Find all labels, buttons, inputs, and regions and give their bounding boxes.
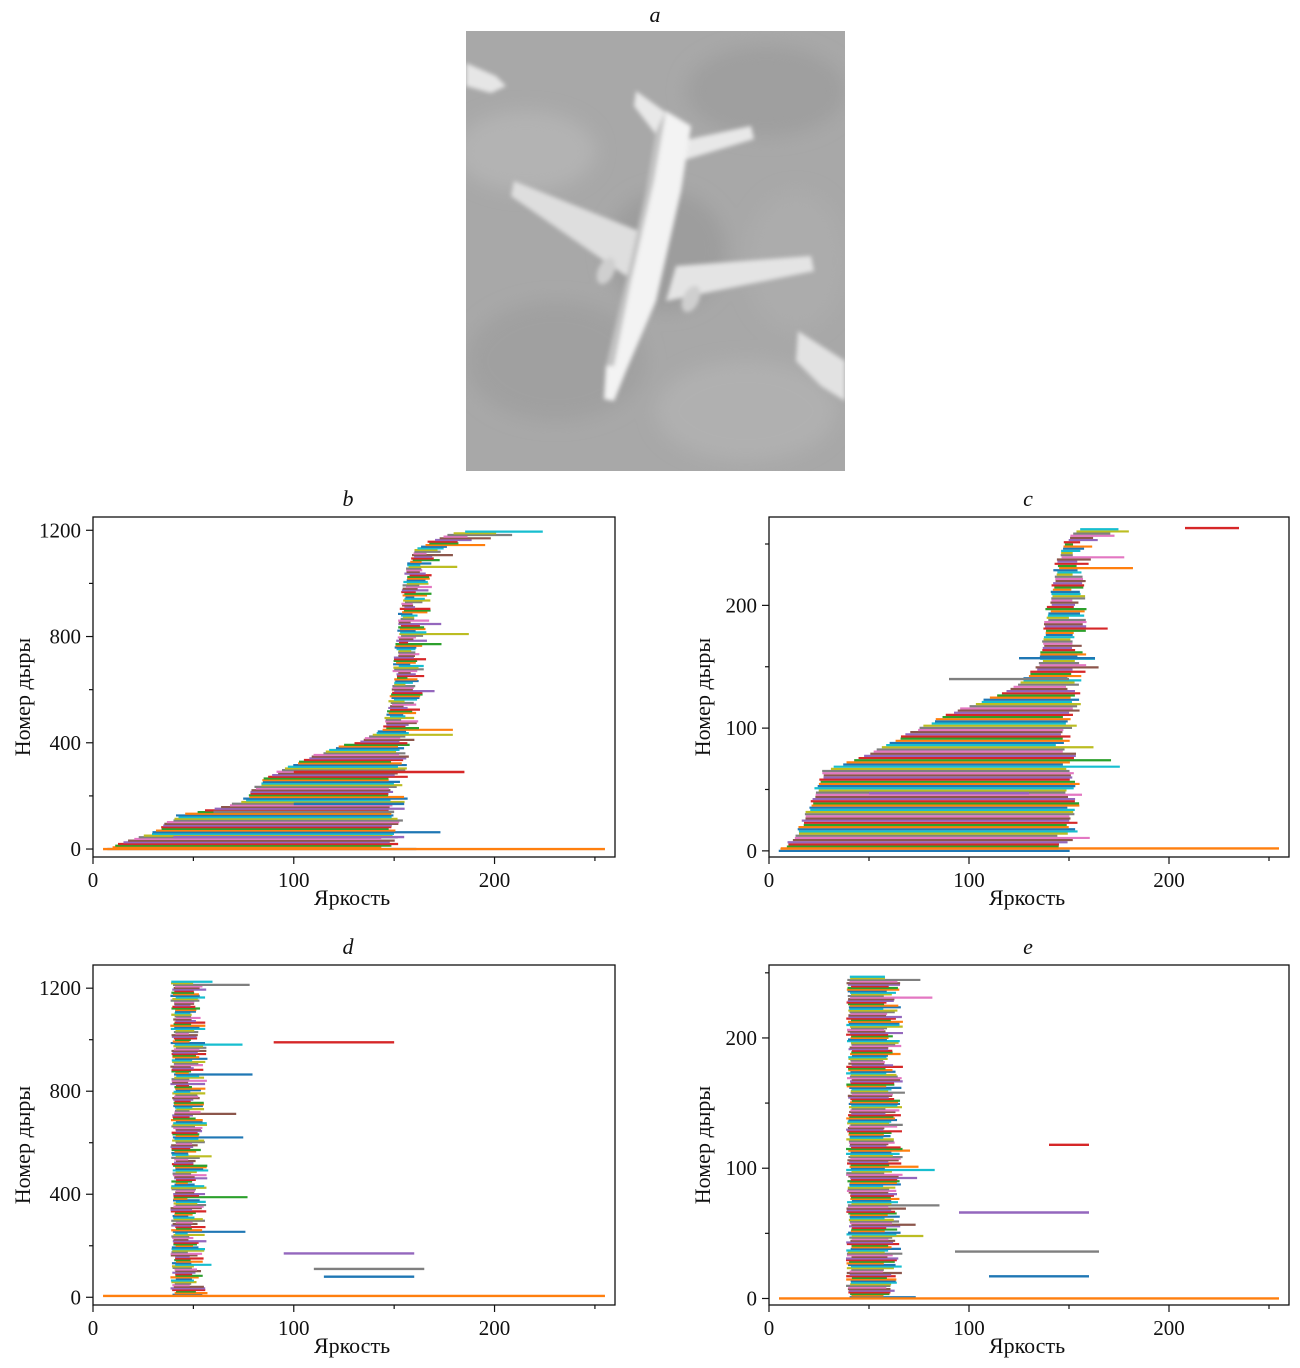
airplane-icon bbox=[466, 63, 845, 401]
chart-e: 0 100 200 0 100 200 Яркость Номер дыры bbox=[690, 964, 1290, 1358]
x-tick-label: 0 bbox=[764, 1316, 775, 1340]
x-tick-label: 200 bbox=[479, 1316, 511, 1340]
y-axis-label-e: Номер дыры bbox=[690, 1086, 715, 1205]
y-tick-label: 800 bbox=[50, 625, 82, 649]
y-tick-label: 100 bbox=[726, 716, 758, 740]
y-tick-label: 400 bbox=[50, 1182, 82, 1206]
y-tick-label: 0 bbox=[747, 839, 758, 863]
x-tick-label: 0 bbox=[88, 1316, 99, 1340]
panel-label-c: c bbox=[1023, 486, 1033, 511]
airplane-aerial-photo bbox=[466, 31, 845, 471]
x-tick-label: 200 bbox=[1153, 868, 1185, 892]
y-tick-label: 200 bbox=[726, 1026, 758, 1050]
x-axis-label-e: Яркость bbox=[989, 1333, 1065, 1358]
y-axis-label-b: Номер дыры bbox=[10, 638, 35, 757]
x-axis-label-d: Яркость bbox=[314, 1333, 390, 1358]
y-tick-label: 800 bbox=[50, 1079, 82, 1103]
y-axis-label-d: Номер дыры bbox=[10, 1086, 35, 1205]
panel-label-d: d bbox=[342, 934, 354, 959]
plot-area-b: 0 100 200 0 400 800 1200 Яркость Номер дыры bbox=[10, 516, 616, 910]
chart-d: 0 100 200 0 400 800 1200 Яркость Номер дыры bbox=[10, 964, 616, 1358]
y-tick-label: 1200 bbox=[39, 518, 81, 542]
bars-e bbox=[779, 975, 1279, 1300]
y-tick-label: 400 bbox=[50, 731, 82, 755]
bars-d bbox=[103, 980, 605, 1298]
plot-frame-e bbox=[768, 964, 1290, 1306]
plot-frame-c bbox=[768, 516, 1290, 858]
x-tick-label: 0 bbox=[764, 868, 775, 892]
y-tick-label: 1200 bbox=[39, 976, 81, 1000]
x-tick-label: 0 bbox=[88, 868, 99, 892]
plot-area-c: 0 100 200 0 100 200 Яркость Номер дыры bbox=[690, 516, 1290, 910]
y-tick-label: 0 bbox=[747, 1286, 758, 1310]
panel-label-a: a bbox=[649, 2, 661, 27]
chart-c: 0 100 200 0 100 200 Яркость Номер дыры bbox=[690, 516, 1290, 910]
plot-frame-b bbox=[92, 516, 616, 858]
y-tick-label: 0 bbox=[71, 1285, 82, 1309]
y-tick-label: 100 bbox=[726, 1156, 758, 1180]
y-tick-label: 0 bbox=[71, 837, 82, 861]
panel-label-e: e bbox=[1023, 934, 1033, 959]
plot-area-e: 0 100 200 0 100 200 Яркость Номер дыры bbox=[690, 964, 1290, 1358]
x-axis-label-b: Яркость bbox=[314, 885, 390, 910]
plot-area-d: 0 100 200 0 400 800 1200 Яркость Номер дыры bbox=[10, 964, 616, 1358]
x-tick-label: 200 bbox=[479, 868, 511, 892]
x-tick-label: 100 bbox=[953, 1316, 985, 1340]
x-tick-label: 100 bbox=[278, 1316, 310, 1340]
x-axis-label-c: Яркость bbox=[989, 885, 1065, 910]
x-tick-label: 200 bbox=[1153, 1316, 1185, 1340]
chart-b: 0 100 200 0 400 800 1200 Яркость Номер дыры bbox=[10, 516, 616, 910]
panel-label-b: b bbox=[342, 486, 354, 511]
plot-frame-d bbox=[92, 964, 616, 1306]
bars-b bbox=[103, 530, 605, 851]
bars-c bbox=[778, 526, 1279, 852]
y-tick-label: 200 bbox=[726, 593, 758, 617]
y-axis-label-c: Номер дыры bbox=[690, 638, 715, 757]
x-tick-label: 100 bbox=[278, 868, 310, 892]
x-tick-label: 100 bbox=[953, 868, 985, 892]
